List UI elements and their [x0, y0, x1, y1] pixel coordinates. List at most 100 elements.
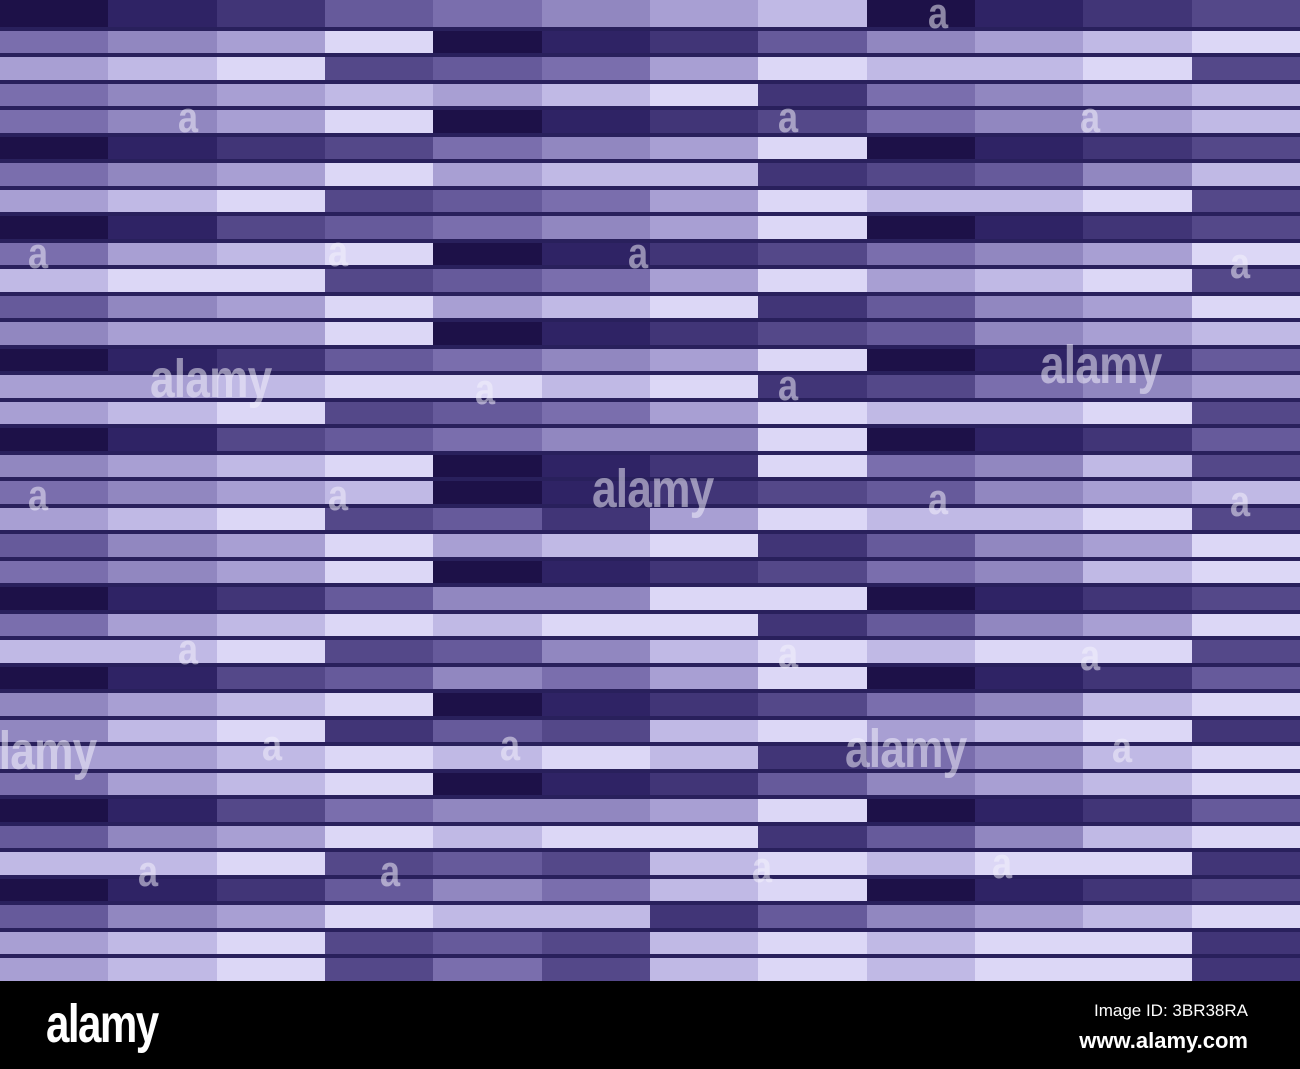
pattern-cell [1191, 958, 1300, 981]
pattern-cell [1191, 83, 1300, 107]
pattern-cell [325, 83, 434, 107]
pattern-cell [758, 0, 867, 27]
pattern-cell [866, 852, 975, 875]
pattern-cell [758, 428, 867, 451]
pattern-cell [975, 269, 1084, 292]
pattern-cell [325, 587, 434, 610]
pattern-cell [1083, 666, 1192, 690]
pattern-cell [650, 693, 759, 716]
pattern-cell [975, 693, 1084, 716]
pattern-cell [758, 693, 867, 716]
pattern-cell [216, 799, 325, 822]
pattern-cell [108, 401, 217, 425]
pattern-cell [541, 136, 650, 160]
pattern-cell [758, 242, 867, 266]
pattern-cell [541, 428, 650, 451]
pattern-cell [0, 295, 109, 319]
pattern-cell [433, 216, 542, 239]
pattern-cell [0, 746, 109, 769]
pattern-cell [216, 746, 325, 769]
pattern-cell [866, 322, 975, 345]
pattern-cell [325, 216, 434, 239]
pattern-cell [433, 799, 542, 822]
pattern-cell [216, 852, 325, 875]
pattern-cell [866, 454, 975, 478]
pattern-cell [541, 163, 650, 186]
pattern-cell [866, 746, 975, 769]
pattern-cell [216, 30, 325, 54]
pattern-cell [433, 958, 542, 981]
pattern-row [0, 530, 1300, 557]
pattern-cell [541, 931, 650, 955]
pattern-cell [433, 428, 542, 451]
pattern-cell [650, 852, 759, 875]
pattern-cell [216, 534, 325, 557]
pattern-cell [216, 322, 325, 345]
pattern-cell [866, 931, 975, 955]
pattern-cell [1191, 640, 1300, 663]
pattern-cell [216, 375, 325, 398]
pattern-cell [650, 640, 759, 663]
pattern-cell [541, 30, 650, 54]
pattern-cell [650, 375, 759, 398]
pattern-cell [216, 958, 325, 981]
pattern-cell [216, 640, 325, 663]
pattern-cell [650, 163, 759, 186]
pattern-cell [1191, 295, 1300, 319]
pattern-cell [216, 110, 325, 133]
pattern-cell [541, 507, 650, 531]
pattern-cell [541, 799, 650, 822]
pattern-cell [325, 507, 434, 531]
pattern-cell [0, 878, 109, 902]
pattern-row [0, 212, 1300, 239]
pattern-cell [108, 825, 217, 849]
pattern-cell [650, 931, 759, 955]
pattern-cell [433, 0, 542, 27]
pattern-cell [108, 242, 217, 266]
pattern-cell [1191, 905, 1300, 928]
pattern-cell [975, 216, 1084, 239]
website-url-text: www.alamy.com [1079, 1028, 1248, 1053]
pattern-cell [866, 772, 975, 796]
pattern-cell [108, 163, 217, 186]
pattern-cell [433, 905, 542, 928]
pattern-cell [433, 878, 542, 902]
image-id-text: Image ID: 3BR38RA [1093, 1001, 1248, 1020]
pattern-cell [108, 269, 217, 292]
pattern-cell [0, 0, 109, 27]
pattern-cell [975, 560, 1084, 584]
pattern-cell [216, 163, 325, 186]
pattern-cell [216, 587, 325, 610]
pattern-cell [108, 640, 217, 663]
pattern-cell [650, 30, 759, 54]
pattern-cell [758, 110, 867, 133]
pattern-cell [216, 216, 325, 239]
pattern-cell [758, 772, 867, 796]
pattern-cell [1191, 110, 1300, 133]
pattern-cell [108, 189, 217, 213]
pattern-cell [433, 322, 542, 345]
pattern-cell [216, 57, 325, 80]
pattern-cell [975, 825, 1084, 849]
pattern-cell [0, 269, 109, 292]
pattern-cell [541, 348, 650, 372]
pattern-cell [0, 587, 109, 610]
pattern-cell [108, 348, 217, 372]
pattern-cell [108, 905, 217, 928]
pattern-cell [866, 507, 975, 531]
pattern-row [0, 742, 1300, 769]
pattern-row [0, 0, 1300, 27]
pattern-cell [650, 57, 759, 80]
pattern-cell [541, 693, 650, 716]
pattern-cell [1083, 295, 1192, 319]
pattern-row [0, 106, 1300, 133]
pattern-cell [758, 189, 867, 213]
pattern-cell [650, 83, 759, 107]
pattern-row [0, 795, 1300, 822]
pattern-cell [108, 216, 217, 239]
pattern-cell [1083, 375, 1192, 398]
pattern-cell [650, 878, 759, 902]
pattern-cell [108, 136, 217, 160]
pattern-cell [1083, 958, 1192, 981]
footer-bar: alamy Image ID: 3BR38RA www.alamy.com [0, 981, 1300, 1069]
